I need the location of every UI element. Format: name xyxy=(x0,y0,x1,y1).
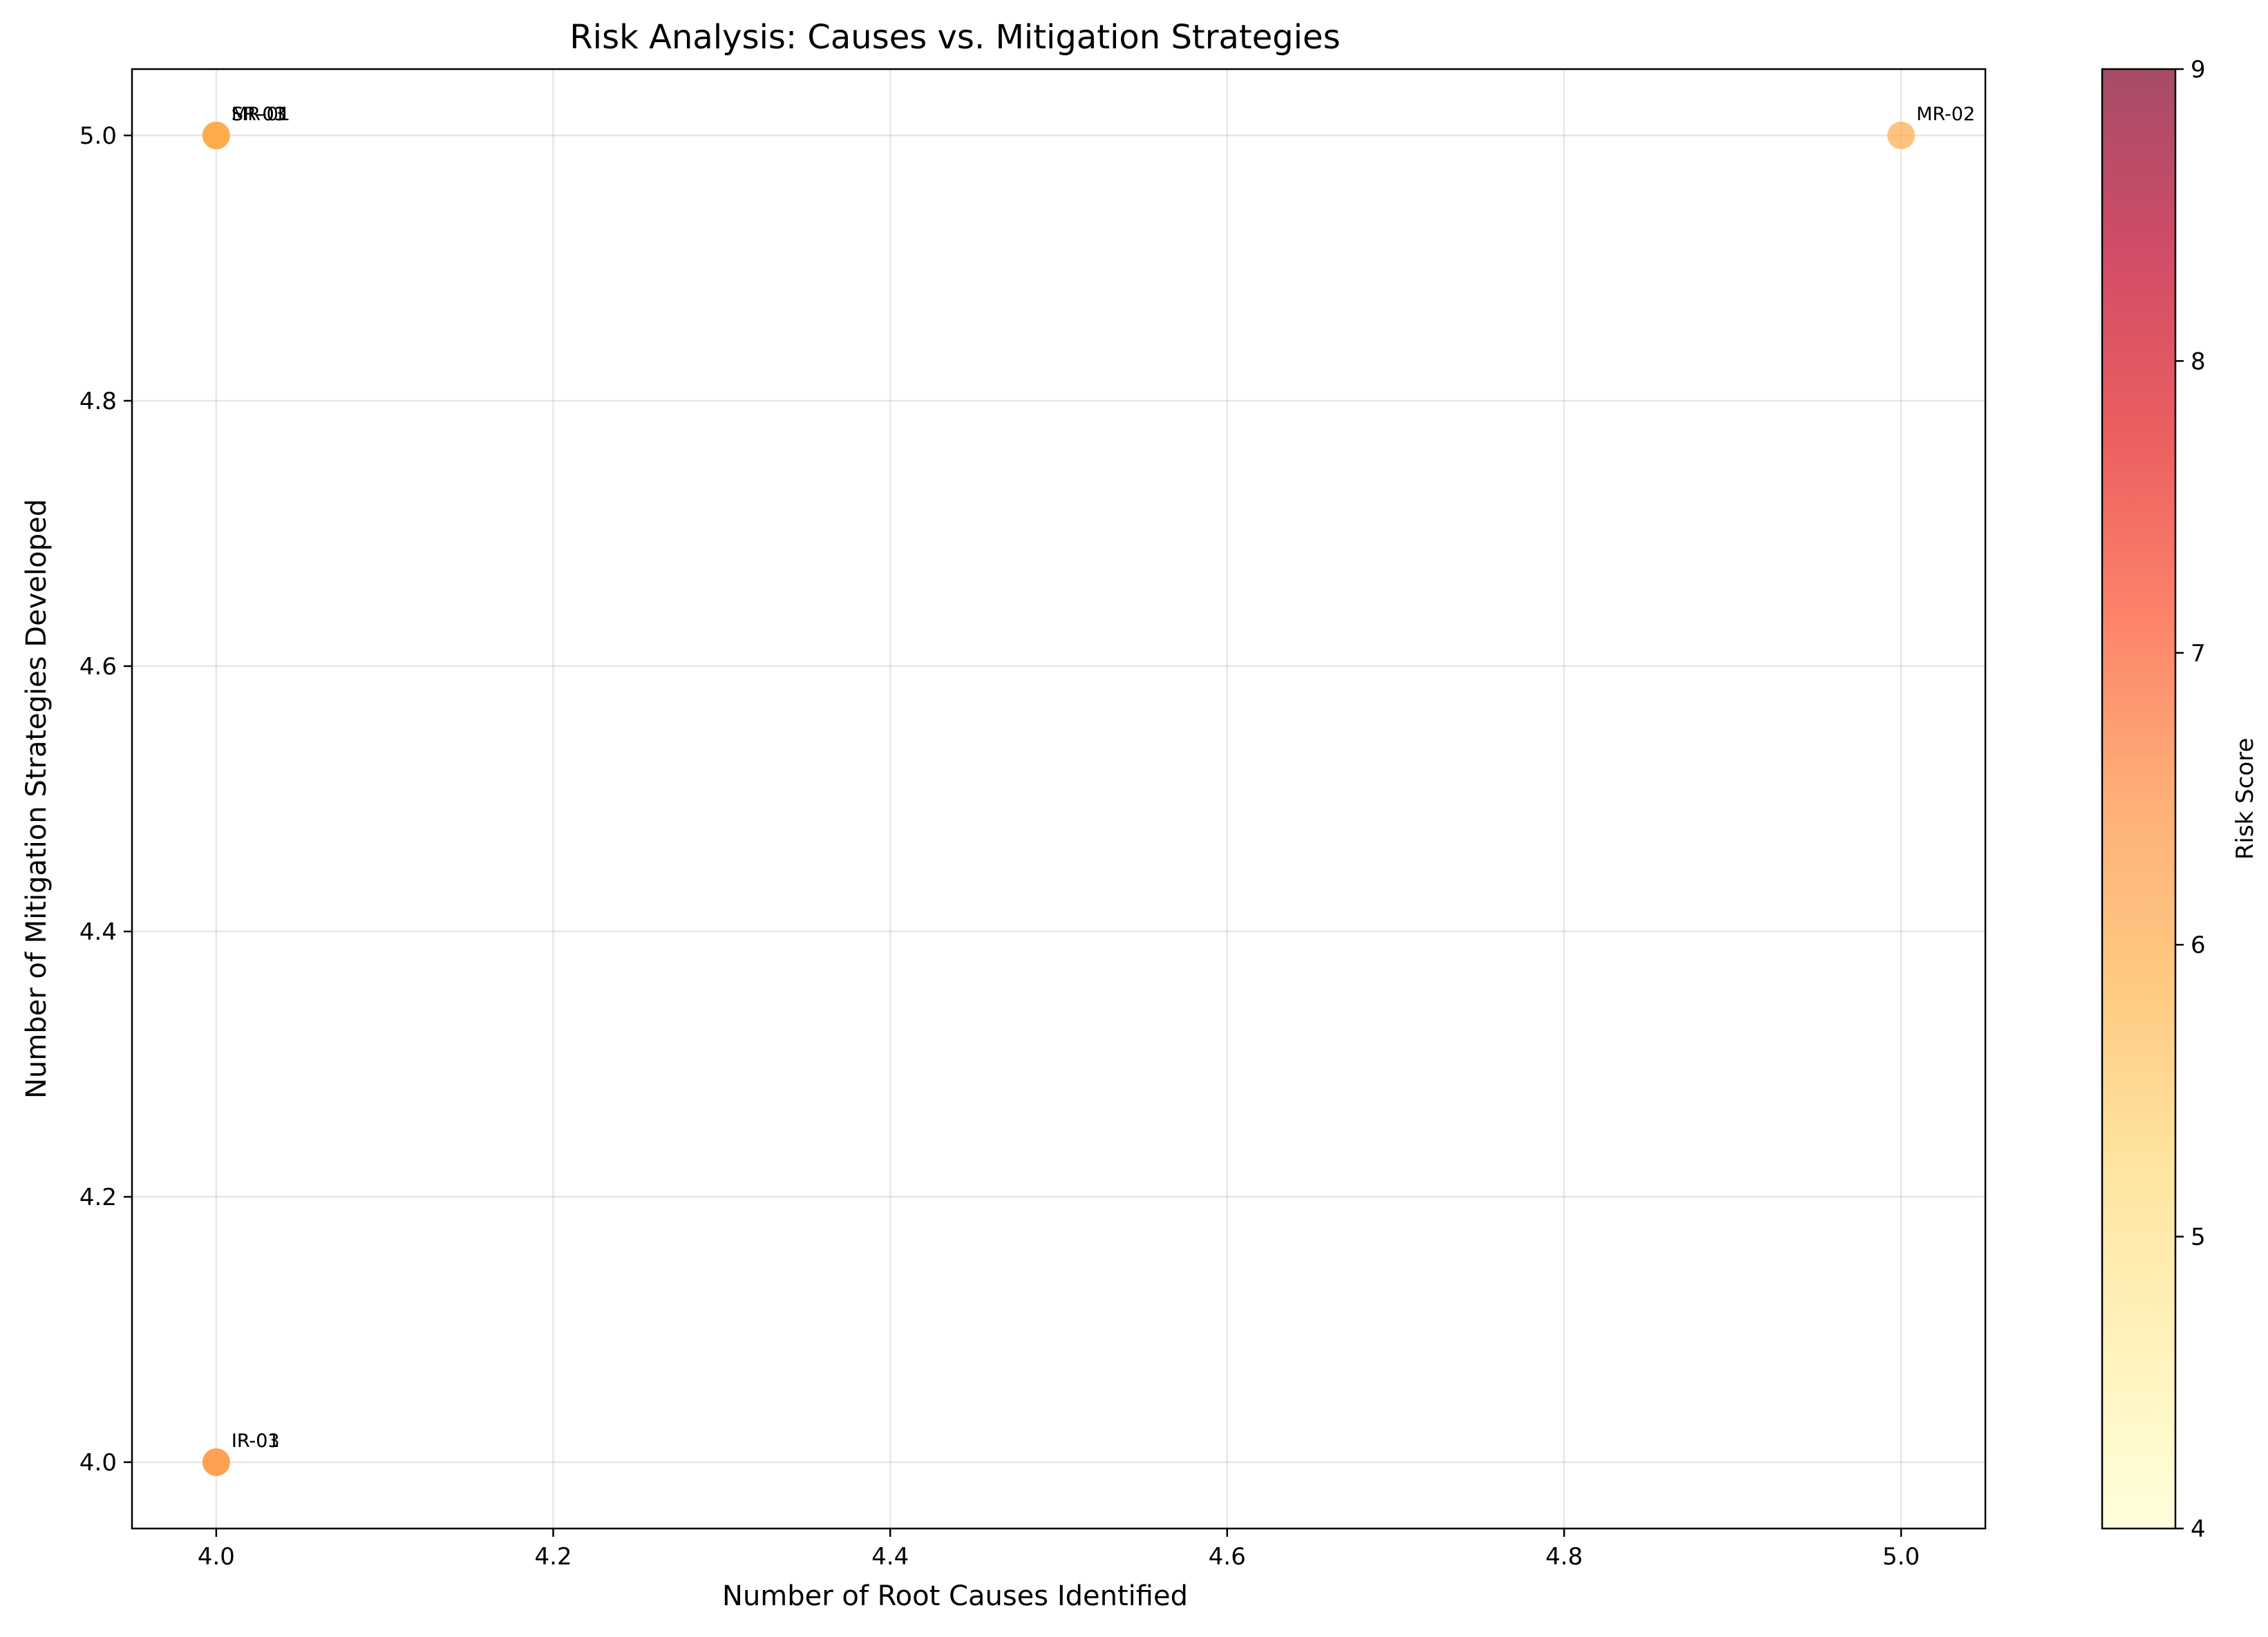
point-label: IR-01 xyxy=(231,1430,280,1452)
x-axis-label: Number of Root Causes Identified xyxy=(722,1580,1188,1612)
x-tick-label: 4.6 xyxy=(1209,1543,1246,1571)
data-point xyxy=(202,1448,230,1476)
y-tick-label: 5.0 xyxy=(79,122,117,150)
data-point xyxy=(1887,122,1916,149)
y-axis-ticks: 4.0 4.2 4.4 4.6 4.8 5.0 xyxy=(79,122,132,1477)
x-tick-label: 5.0 xyxy=(1882,1543,1920,1571)
point-label: SR-01 xyxy=(231,104,286,125)
y-axis-label: Number of Mitigation Strategies Develope… xyxy=(21,499,53,1099)
y-tick-label: 4.8 xyxy=(79,388,117,415)
point-label: MR-01 xyxy=(231,104,290,125)
x-axis-ticks: 4.0 4.2 4.4 4.6 4.8 5.0 xyxy=(198,1529,1920,1571)
colorbar-tick-label: 8 xyxy=(2191,348,2206,375)
colorbar xyxy=(2101,68,2177,1530)
data-point xyxy=(202,122,230,149)
y-tick-label: 4.2 xyxy=(79,1184,117,1211)
plot-area-frame xyxy=(131,68,1987,1530)
colorbar-tick-label: 9 xyxy=(2191,56,2206,84)
colorbar-tick-label: 7 xyxy=(2191,640,2206,668)
chart-title: Risk Analysis: Causes vs. Mitigation Str… xyxy=(569,18,1340,57)
y-tick-label: 4.6 xyxy=(79,653,117,681)
colorbar-ticks: 4 5 6 7 8 9 xyxy=(2175,56,2206,1543)
point-label: IR-03 xyxy=(231,1430,280,1452)
colorbar-tick-label: 5 xyxy=(2191,1224,2206,1251)
grid-lines xyxy=(132,69,1985,1529)
x-tick-label: 4.2 xyxy=(535,1543,572,1571)
point-label: SR-03 xyxy=(231,104,286,125)
colorbar-tick-label: 6 xyxy=(2191,931,2206,959)
point-label: MR-02 xyxy=(1916,104,1975,125)
x-tick-label: 4.8 xyxy=(1545,1543,1582,1571)
x-tick-label: 4.0 xyxy=(198,1543,235,1571)
colorbar-label: Risk Score xyxy=(2231,738,2259,860)
x-tick-label: 4.4 xyxy=(871,1543,909,1571)
y-tick-label: 4.0 xyxy=(79,1449,117,1477)
y-tick-label: 4.4 xyxy=(79,918,117,946)
colorbar-tick-label: 4 xyxy=(2191,1515,2206,1543)
data-points xyxy=(202,122,1916,1476)
